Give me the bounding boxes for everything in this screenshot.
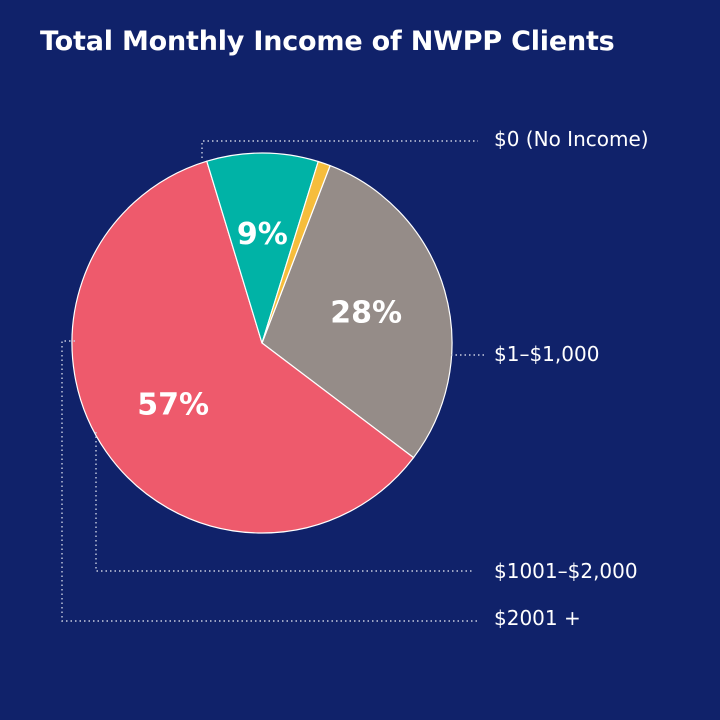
leader-line-2001-plus	[61, 340, 480, 622]
pie-label-1-1000: 57%	[137, 387, 209, 422]
legend-label-2001-plus: $2001 +	[494, 606, 581, 630]
pie-slice-no-income	[261, 165, 453, 459]
pie-slice-1-1000	[71, 160, 415, 534]
pie-label-no-income: 28%	[330, 296, 402, 331]
legend-label-no-income: $0 (No Income)	[494, 127, 649, 151]
pie-slice-2001-plus	[261, 160, 331, 344]
legend-label-1-1000: $1–$1,000	[494, 342, 600, 366]
leader-line-1001-2000	[95, 432, 474, 572]
chart-title: Total Monthly Income of NWPP Clients	[40, 26, 615, 57]
leader-line-no-income	[201, 140, 478, 158]
pie-label-1001-2000: 9%	[237, 217, 288, 252]
pie-slice-1001-2000	[206, 152, 319, 344]
legend-label-1001-2000: $1001–$2,000	[494, 559, 638, 583]
